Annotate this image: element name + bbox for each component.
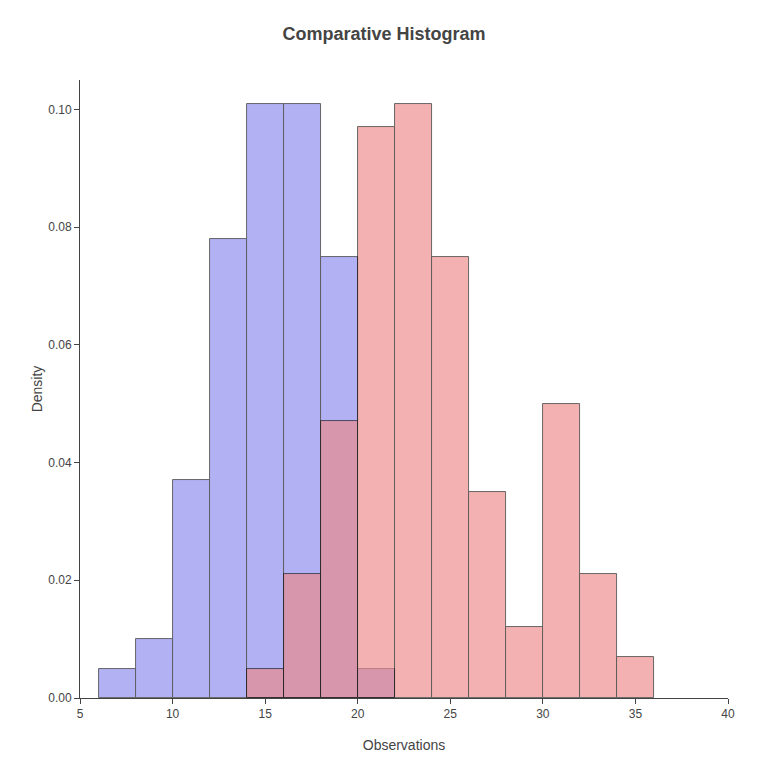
svg-text:5: 5: [77, 707, 84, 721]
svg-text:35: 35: [629, 707, 643, 721]
svg-text:0.02: 0.02: [48, 573, 72, 587]
svg-text:Observations: Observations: [363, 737, 445, 753]
svg-text:20: 20: [351, 707, 365, 721]
svg-text:Density: Density: [29, 366, 45, 413]
svg-text:30: 30: [536, 707, 550, 721]
svg-text:0.10: 0.10: [48, 103, 72, 117]
svg-text:15: 15: [258, 707, 272, 721]
svg-text:Comparative Histogram: Comparative Histogram: [282, 24, 485, 44]
svg-text:40: 40: [721, 707, 735, 721]
svg-text:0.08: 0.08: [48, 220, 72, 234]
svg-text:0.06: 0.06: [48, 338, 72, 352]
svg-text:0.04: 0.04: [48, 456, 72, 470]
svg-text:25: 25: [444, 707, 458, 721]
svg-text:0.00: 0.00: [48, 691, 72, 705]
svg-text:10: 10: [166, 707, 180, 721]
